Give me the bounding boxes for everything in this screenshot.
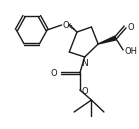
Polygon shape [98,36,116,44]
Text: O: O [82,87,88,95]
Text: O: O [51,68,57,78]
Text: O: O [127,22,134,31]
Text: OH: OH [124,46,137,55]
Text: O: O [62,21,69,30]
Text: N: N [81,59,88,68]
